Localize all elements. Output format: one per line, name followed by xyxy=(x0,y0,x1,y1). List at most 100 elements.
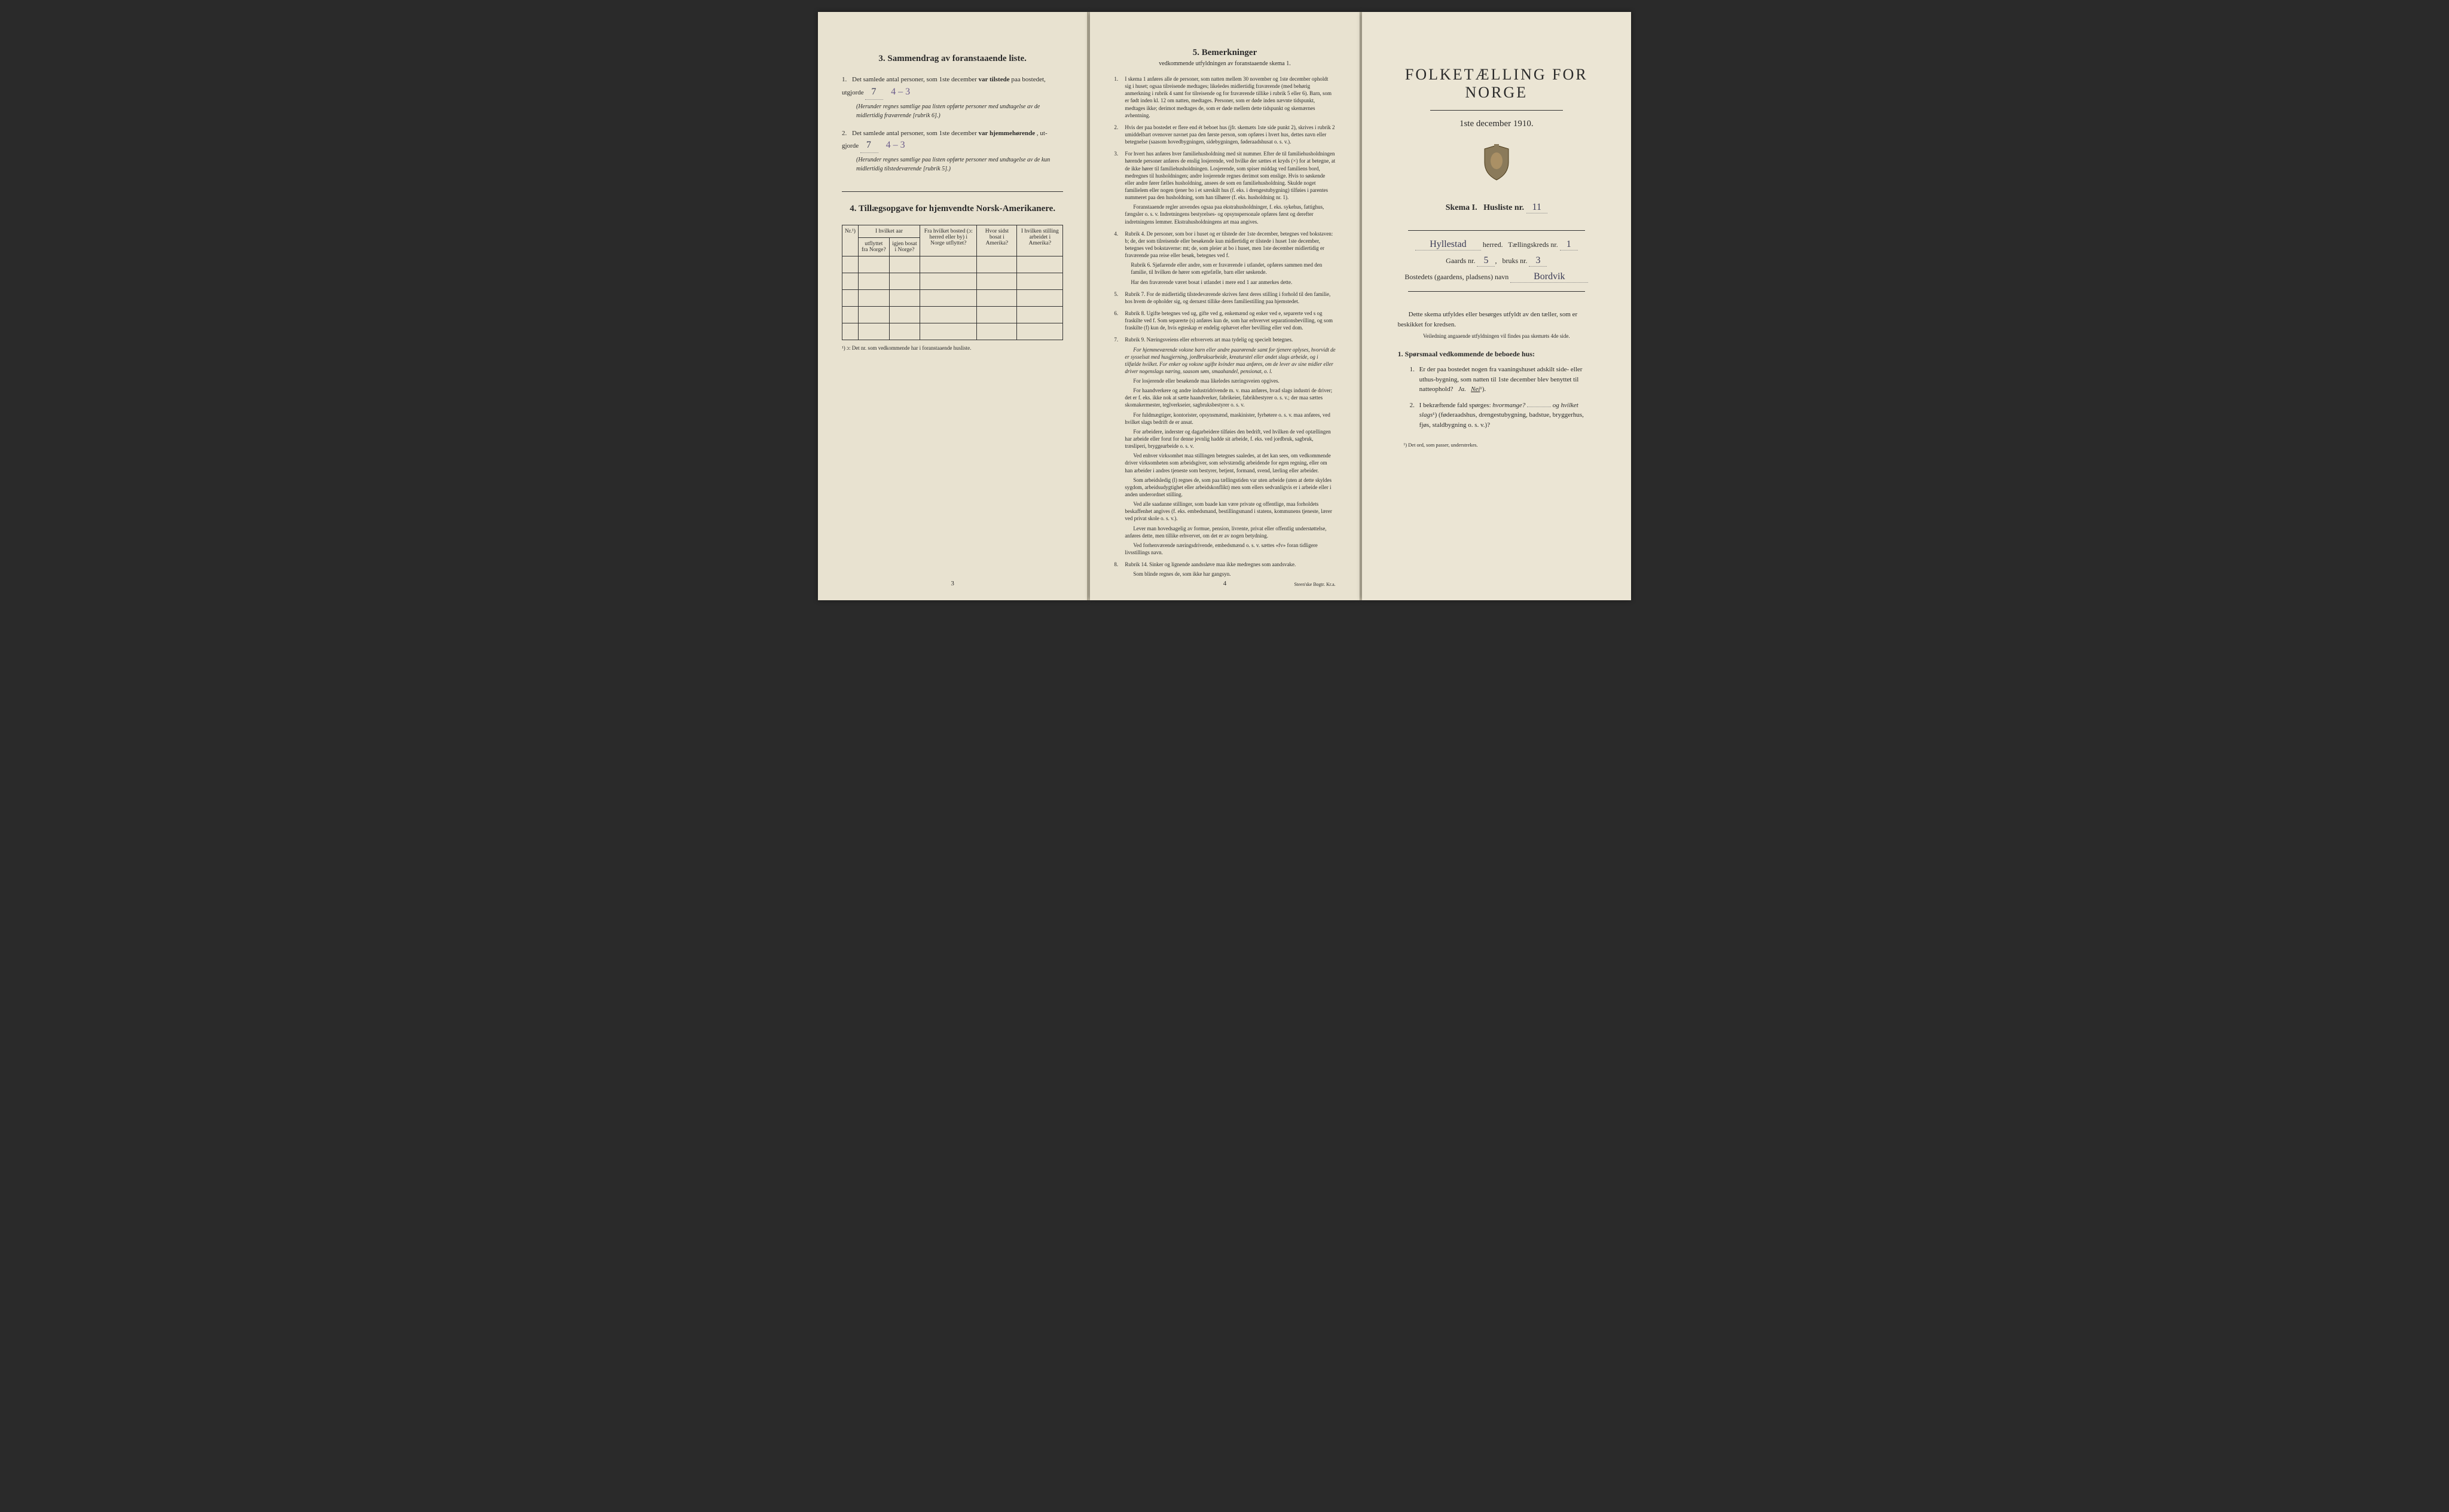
remark-num: 5. xyxy=(1114,291,1125,305)
remark-text: Rubrik 4. De personer, som bor i huset o… xyxy=(1125,230,1335,286)
bosted-line: Bostedets (gaardens, pladsens) navn Bord… xyxy=(1386,271,1607,283)
question-heading: 1. Spørsmaal vedkommende de beboede hus: xyxy=(1398,350,1595,359)
remark-text: Rubrik 9. Næringsveiens eller erhvervets… xyxy=(1125,336,1335,556)
remark-4-rubrik6: Rubrik 6. Sjøfarende eller andre, som er… xyxy=(1131,261,1335,276)
q1-sup: ¹). xyxy=(1480,386,1486,393)
table-row xyxy=(842,273,1063,290)
q1-body: Er der paa bostedet nogen fra vaaningshu… xyxy=(1419,366,1583,393)
right-rule-2 xyxy=(1408,291,1585,292)
husliste-label: Husliste nr. xyxy=(1483,203,1524,212)
item-2-note: (Herunder regnes samtlige paa listen opf… xyxy=(856,155,1063,173)
item-2-text-a: Det samlede antal personer, som 1ste dec… xyxy=(852,130,977,137)
item-1-number: 1. xyxy=(842,76,847,83)
page-title-page: FOLKETÆLLING FOR NORGE 1ste december 191… xyxy=(1362,12,1631,600)
remark-text: Rubrik 14. Sinker og lignende aandssløve… xyxy=(1125,561,1335,578)
remark-3-main: For hvert hus anføres hver familiehushol… xyxy=(1125,151,1335,200)
section-3-heading: Sammendrag av foranstaaende liste. xyxy=(887,54,1027,63)
gaards-line: Gaards nr. 5, bruks nr. 3 xyxy=(1386,255,1607,267)
instruction-small: Veiledning angaaende utfyldningen vil fi… xyxy=(1386,333,1607,339)
page-number-4: 4 xyxy=(1223,580,1227,587)
remark-text: I skema 1 anføres alle de personer, som … xyxy=(1125,75,1335,119)
schema-label: Skema I. xyxy=(1446,203,1477,212)
q1-num: 1. xyxy=(1410,365,1419,395)
remark-7-p5: For arbeidere, inderster og dagarbeidere… xyxy=(1125,428,1335,450)
title-rule xyxy=(1430,110,1563,111)
table-row xyxy=(842,307,1063,323)
right-rule-1 xyxy=(1408,230,1585,231)
remarks-list: 1. I skema 1 anføres alle de personer, s… xyxy=(1114,75,1335,578)
remark-num: 2. xyxy=(1114,124,1125,145)
table-row xyxy=(842,256,1063,273)
taellingskreds-nr: 1 xyxy=(1560,239,1578,251)
q2-num: 2. xyxy=(1410,401,1419,430)
item-1-text-a: Det samlede antal personer, som 1ste dec… xyxy=(852,76,977,83)
item-2-written-2: 4 – 3 xyxy=(880,138,911,152)
col-bosted: Fra hvilket bosted (ɔ: herred eller by) … xyxy=(920,225,977,256)
remark-text: Rubrik 7. For de midlertidig tilstedevær… xyxy=(1125,291,1335,305)
remark-4-main: Rubrik 4. De personer, som bor i huset o… xyxy=(1125,231,1333,258)
tillags-body xyxy=(842,256,1063,340)
crest-svg xyxy=(1482,144,1511,181)
husliste-nr: 11 xyxy=(1526,202,1547,213)
col-aar-sub2: igjen bosat i Norge? xyxy=(889,238,920,256)
section-5-number: 5. xyxy=(1193,48,1199,57)
table-row xyxy=(842,323,1063,340)
col-aar-sub1: utflyttet fra Norge? xyxy=(858,238,889,256)
herred-label: herred. xyxy=(1483,240,1503,249)
q1-ja: Ja. xyxy=(1458,386,1466,393)
item-1-note: (Herunder regnes samtlige paa listen opf… xyxy=(856,102,1063,120)
remark-num: 7. xyxy=(1114,336,1125,556)
printer-mark: Steen'ske Bogtr. Kr.a. xyxy=(1294,582,1335,587)
remark-5: 5. Rubrik 7. For de midlertidig tilstede… xyxy=(1114,291,1335,305)
remark-7: 7. Rubrik 9. Næringsveiens eller erhverv… xyxy=(1114,336,1335,556)
col-sidst: Hvor sidst bosat i Amerika? xyxy=(977,225,1017,256)
remark-num: 3. xyxy=(1114,150,1125,225)
main-title: FOLKETÆLLING FOR NORGE xyxy=(1386,66,1607,102)
remark-text: Hvis der paa bostedet er flere end ét be… xyxy=(1125,124,1335,145)
remark-8: 8. Rubrik 14. Sinker og lignende aandssl… xyxy=(1114,561,1335,578)
remark-num: 8. xyxy=(1114,561,1125,578)
item-1: 1. Det samlede antal personer, som 1ste … xyxy=(842,75,1063,120)
remark-4-rubrik6b: Har den fraværende været bosat i utlande… xyxy=(1131,279,1335,286)
remark-7-p10: Ved forhenværende næringsdrivende, embed… xyxy=(1125,542,1335,556)
census-date: 1ste december 1910. xyxy=(1386,119,1607,129)
item-1-written-1: 7 xyxy=(865,85,883,100)
col-nr: Nr.¹) xyxy=(842,225,859,256)
q2-text-b: (føderaadshus, drengestubygning, badstue… xyxy=(1419,411,1584,429)
remark-num: 4. xyxy=(1114,230,1125,286)
gaards-label: Gaards nr. xyxy=(1446,256,1475,265)
section-5-heading: Bemerkninger xyxy=(1202,48,1257,57)
col-stilling: I hvilken stilling arbeidet i Amerika? xyxy=(1017,225,1063,256)
instruction-text: Dette skema utfyldes eller besørges utfy… xyxy=(1398,310,1595,329)
col-aar: I hvilket aar xyxy=(858,225,920,238)
section-4-number: 4. xyxy=(850,204,856,213)
page-4: 5. Bemerkninger vedkommende utfyldningen… xyxy=(1090,12,1359,600)
remark-8-blind: Som blinde regnes de, som ikke har gangs… xyxy=(1125,570,1335,578)
remark-2: 2. Hvis der paa bostedet er flere end ét… xyxy=(1114,124,1335,145)
bruks-nr: 3 xyxy=(1529,255,1547,267)
coat-of-arms-icon xyxy=(1386,144,1607,184)
remark-7-main: Rubrik 9. Næringsveiens eller erhvervets… xyxy=(1125,337,1293,343)
item-2-written-1: 7 xyxy=(860,138,878,153)
page-3: 3. Sammendrag av foranstaaende liste. 1.… xyxy=(818,12,1088,600)
tillags-head: Nr.¹) I hvilket aar Fra hvilket bosted (… xyxy=(842,225,1063,256)
bosted-label: Bostedets (gaardens, pladsens) navn xyxy=(1404,273,1509,281)
remark-7-p3: For haandverkere og andre industridriven… xyxy=(1125,387,1335,408)
section-4-heading: Tillægsopgave for hjemvendte Norsk-Ameri… xyxy=(859,204,1055,213)
remark-6: 6. Rubrik 8. Ugifte betegnes ved ug, gif… xyxy=(1114,310,1335,331)
remark-num: 6. xyxy=(1114,310,1125,331)
section-5-title: 5. Bemerkninger xyxy=(1114,48,1335,58)
question-2: 2. I bekræftende fald spørges: hvormange… xyxy=(1410,401,1589,430)
divider-3-4 xyxy=(842,191,1063,192)
item-2-number: 2. xyxy=(842,130,847,137)
tillags-table: Nr.¹) I hvilket aar Fra hvilket bosted (… xyxy=(842,225,1063,340)
herred-value: Hyllestad xyxy=(1415,239,1481,251)
section-4-title: 4. Tillægsopgave for hjemvendte Norsk-Am… xyxy=(842,204,1063,214)
gaards-nr: 5 xyxy=(1477,255,1495,267)
remark-3-extra: Foranstaaende regler anvendes ogsaa paa … xyxy=(1125,203,1335,225)
item-1-bold: var tilstede xyxy=(979,76,1010,83)
remark-1: 1. I skema 1 anføres alle de personer, s… xyxy=(1114,75,1335,119)
remark-text: For hvert hus anføres hver familiehushol… xyxy=(1125,150,1335,225)
remark-7-p2: For losjerende eller besøkende maa likel… xyxy=(1125,377,1335,384)
bosted-value: Bordvik xyxy=(1510,271,1588,283)
